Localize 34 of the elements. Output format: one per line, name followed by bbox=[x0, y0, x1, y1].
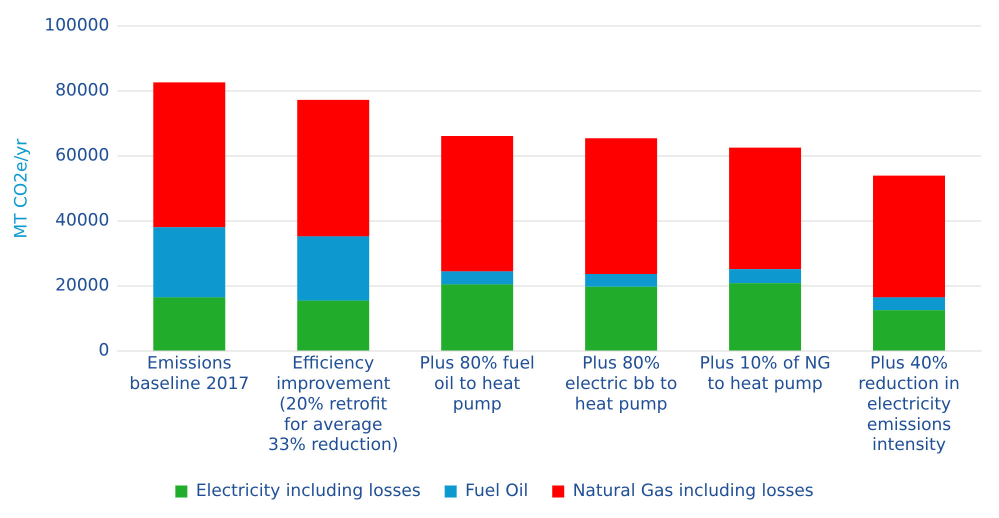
bar bbox=[441, 136, 514, 272]
bar bbox=[873, 297, 946, 310]
bar bbox=[585, 274, 658, 287]
bar bbox=[441, 271, 514, 284]
y-tick-label: 40000 bbox=[55, 210, 110, 230]
bar bbox=[729, 148, 802, 270]
bar bbox=[729, 269, 802, 284]
y-tick-label: 80000 bbox=[55, 80, 110, 101]
x-tick-label: Efficiency improvement (20% retrofit for average 33% reduction) bbox=[268, 354, 398, 456]
x-tick-label: Plus 80% electric bb to heat pump bbox=[565, 354, 678, 414]
y-axis-title: MT CO2e/yr bbox=[12, 138, 32, 238]
legend-label: Natural Gas including losses bbox=[572, 480, 814, 501]
bar bbox=[441, 284, 514, 350]
y-tick-label: 20000 bbox=[55, 275, 110, 296]
bar bbox=[297, 100, 370, 236]
legend-label: Electricity including losses bbox=[196, 480, 421, 501]
x-tick-label: Plus 40% reduction in electricity emissions intensity bbox=[858, 354, 960, 456]
bar bbox=[585, 286, 658, 350]
bar bbox=[153, 297, 226, 350]
bar bbox=[153, 227, 226, 298]
bar bbox=[297, 236, 370, 301]
bar bbox=[585, 138, 658, 274]
x-tick-label: Plus 80% fuel oil to heat pump bbox=[420, 354, 535, 414]
bar bbox=[873, 176, 946, 298]
x-tick-label: Plus 10% of NG to heat pump bbox=[700, 354, 831, 394]
bar bbox=[729, 283, 802, 350]
bar bbox=[297, 300, 370, 350]
legend-label: Fuel Oil bbox=[465, 480, 528, 501]
y-tick-label: 0 bbox=[98, 340, 110, 360]
y-tick-label: 60000 bbox=[55, 146, 110, 166]
y-tick-label: 100000 bbox=[44, 16, 110, 36]
bar bbox=[873, 310, 946, 350]
bar bbox=[153, 82, 226, 228]
x-tick-label: Emissions baseline 2017 bbox=[129, 354, 250, 394]
